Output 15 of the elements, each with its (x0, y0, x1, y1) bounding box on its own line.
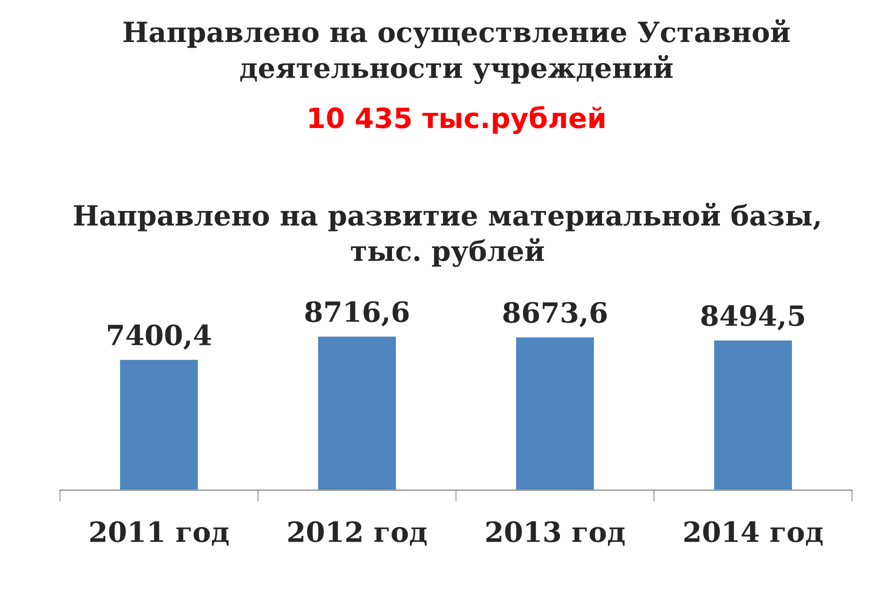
data-label: 8716,6 (305, 301, 409, 326)
bar (514, 336, 596, 490)
chart-title: Направлено на развитие материальной базы, тыс. рублей (74, 202, 820, 267)
x-tick-label: 2011 год (90, 521, 229, 546)
text: Направлено на осуществление Уставной деятельности учреждений (124, 19, 790, 84)
x-tick-label: 2014 год (684, 521, 823, 546)
bar (712, 339, 794, 490)
data-label: 8494,5 (701, 305, 804, 330)
x-tick-label: 2012 год (288, 521, 427, 546)
x-tick-label: 2013 год (486, 521, 625, 546)
bar (316, 335, 398, 490)
data-label: 8673,6 (503, 302, 607, 328)
text: 10 435 тыс.рублей (309, 106, 604, 134)
bar (118, 358, 200, 490)
data-label: 7400,4 (108, 324, 211, 350)
